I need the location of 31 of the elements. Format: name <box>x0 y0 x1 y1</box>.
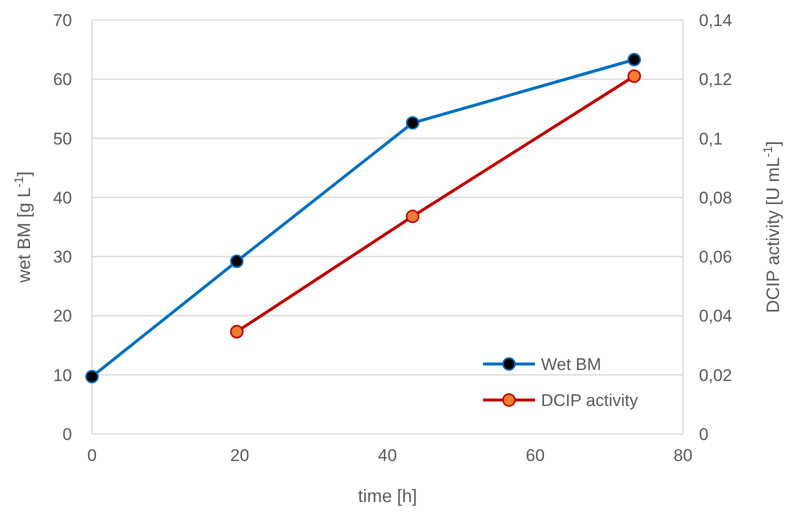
x-tick-label: 20 <box>230 446 250 465</box>
y2-tick-label: 0,06 <box>699 248 732 267</box>
y-tick-label: 50 <box>53 129 72 148</box>
y-tick-label: 20 <box>53 306 72 326</box>
y-tick-label: 70 <box>53 11 72 30</box>
x-axis-title: time [h] <box>358 486 418 506</box>
y2-tick-label: 0,1 <box>699 129 723 148</box>
point <box>406 210 420 224</box>
y-tick-label: 0 <box>62 425 72 444</box>
legend-label: Wet BM <box>541 355 602 374</box>
point <box>230 254 244 268</box>
y2-tick-label: 0,12 <box>699 70 732 90</box>
y2-tick-label: 0,08 <box>699 188 732 208</box>
y-tick-label: 30 <box>53 248 72 267</box>
point <box>406 116 420 130</box>
y2-tick-label: 0,14 <box>699 11 732 30</box>
point <box>627 69 641 83</box>
y2-tick-label: 0,02 <box>699 366 732 385</box>
point <box>230 324 244 338</box>
x-tick-label: 60 <box>526 446 545 465</box>
x-tick-label: 0 <box>87 446 97 465</box>
y2-tick-label: 0,04 <box>699 306 732 326</box>
y2-tick-label: 0 <box>699 425 708 444</box>
point <box>627 52 641 66</box>
x-tick-label: 80 <box>674 446 692 465</box>
y-tick-label: 40 <box>53 188 72 208</box>
x-tick-label: 40 <box>378 446 397 465</box>
point <box>85 370 99 384</box>
y-tick-label: 60 <box>53 70 72 90</box>
y-tick-label: 10 <box>53 366 72 385</box>
legend-label: DCIP activity <box>541 391 638 410</box>
